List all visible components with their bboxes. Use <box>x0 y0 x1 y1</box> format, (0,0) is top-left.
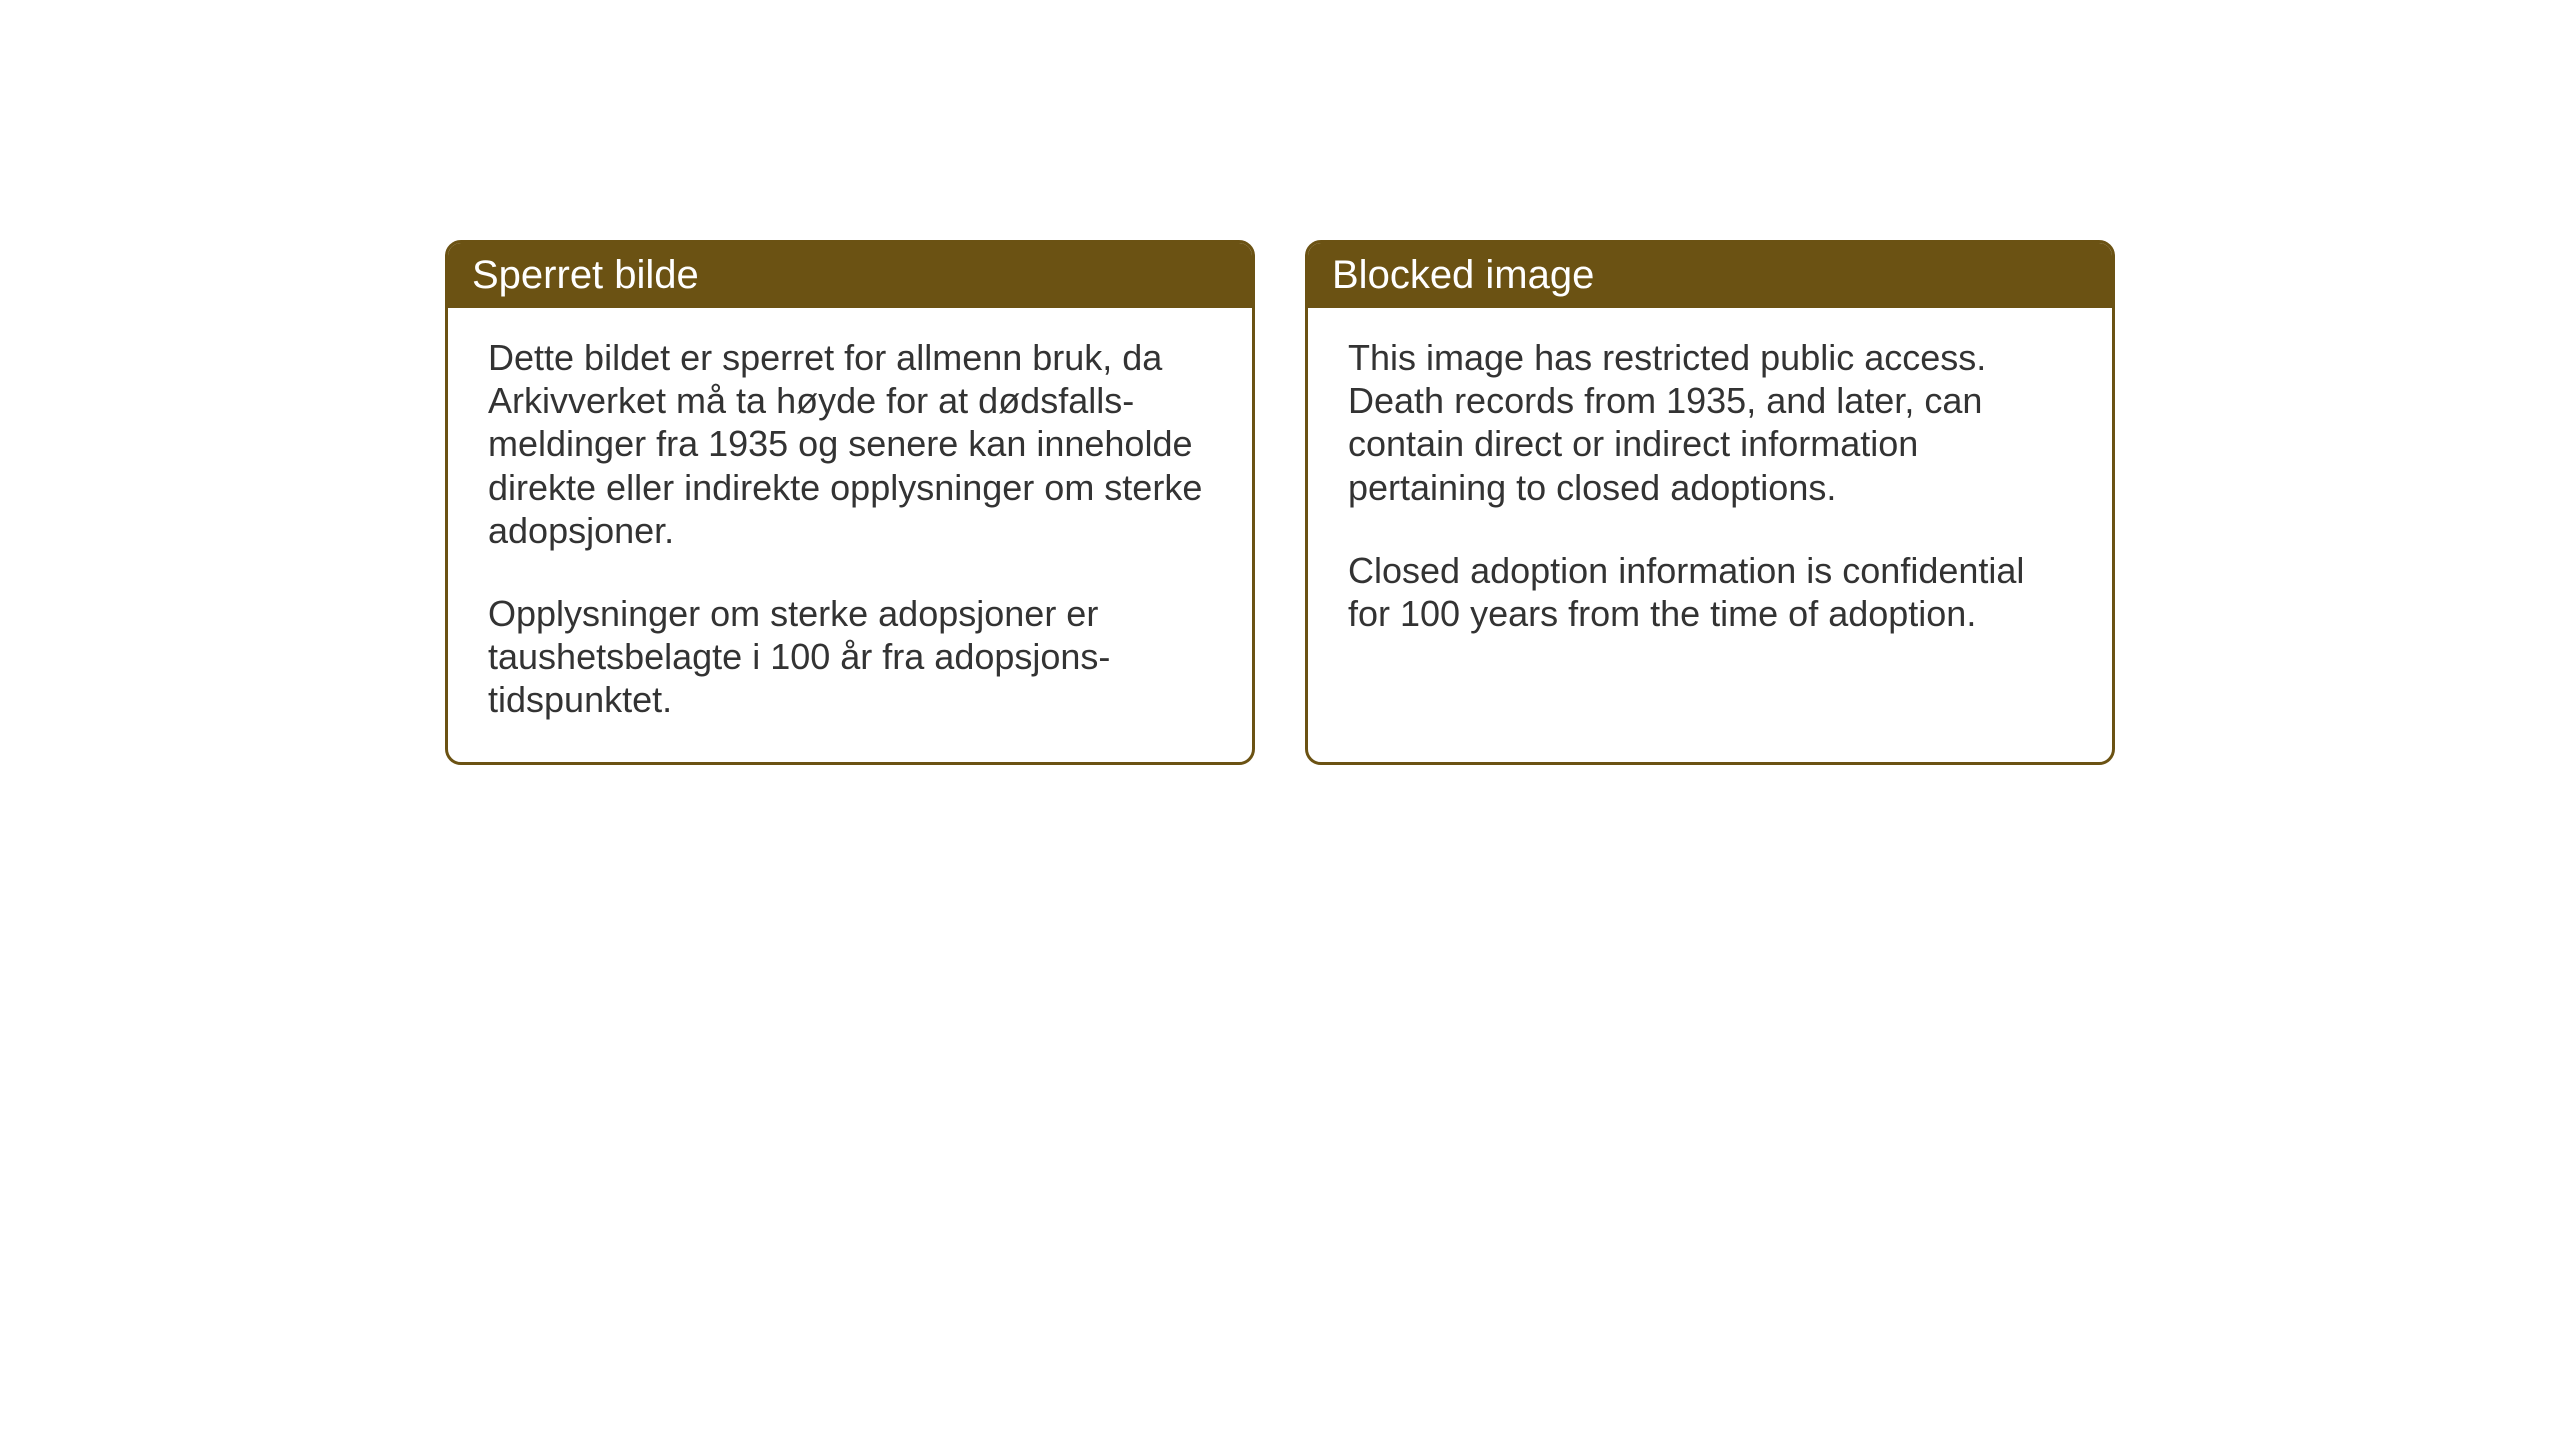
card-title-english: Blocked image <box>1332 253 1594 297</box>
card-body-norwegian: Dette bildet er sperret for allmenn bruk… <box>448 308 1252 762</box>
paragraph-2-norwegian: Opplysninger om sterke adopsjoner er tau… <box>488 592 1212 722</box>
card-header-norwegian: Sperret bilde <box>448 243 1252 308</box>
paragraph-1-norwegian: Dette bildet er sperret for allmenn bruk… <box>488 336 1212 552</box>
card-header-english: Blocked image <box>1308 243 2112 308</box>
notice-card-english: Blocked image This image has restricted … <box>1305 240 2115 765</box>
card-title-norwegian: Sperret bilde <box>472 253 699 297</box>
notice-container: Sperret bilde Dette bildet er sperret fo… <box>0 0 2560 765</box>
card-body-english: This image has restricted public access.… <box>1308 308 2112 675</box>
paragraph-2-english: Closed adoption information is confident… <box>1348 549 2072 635</box>
paragraph-1-english: This image has restricted public access.… <box>1348 336 2072 509</box>
notice-card-norwegian: Sperret bilde Dette bildet er sperret fo… <box>445 240 1255 765</box>
